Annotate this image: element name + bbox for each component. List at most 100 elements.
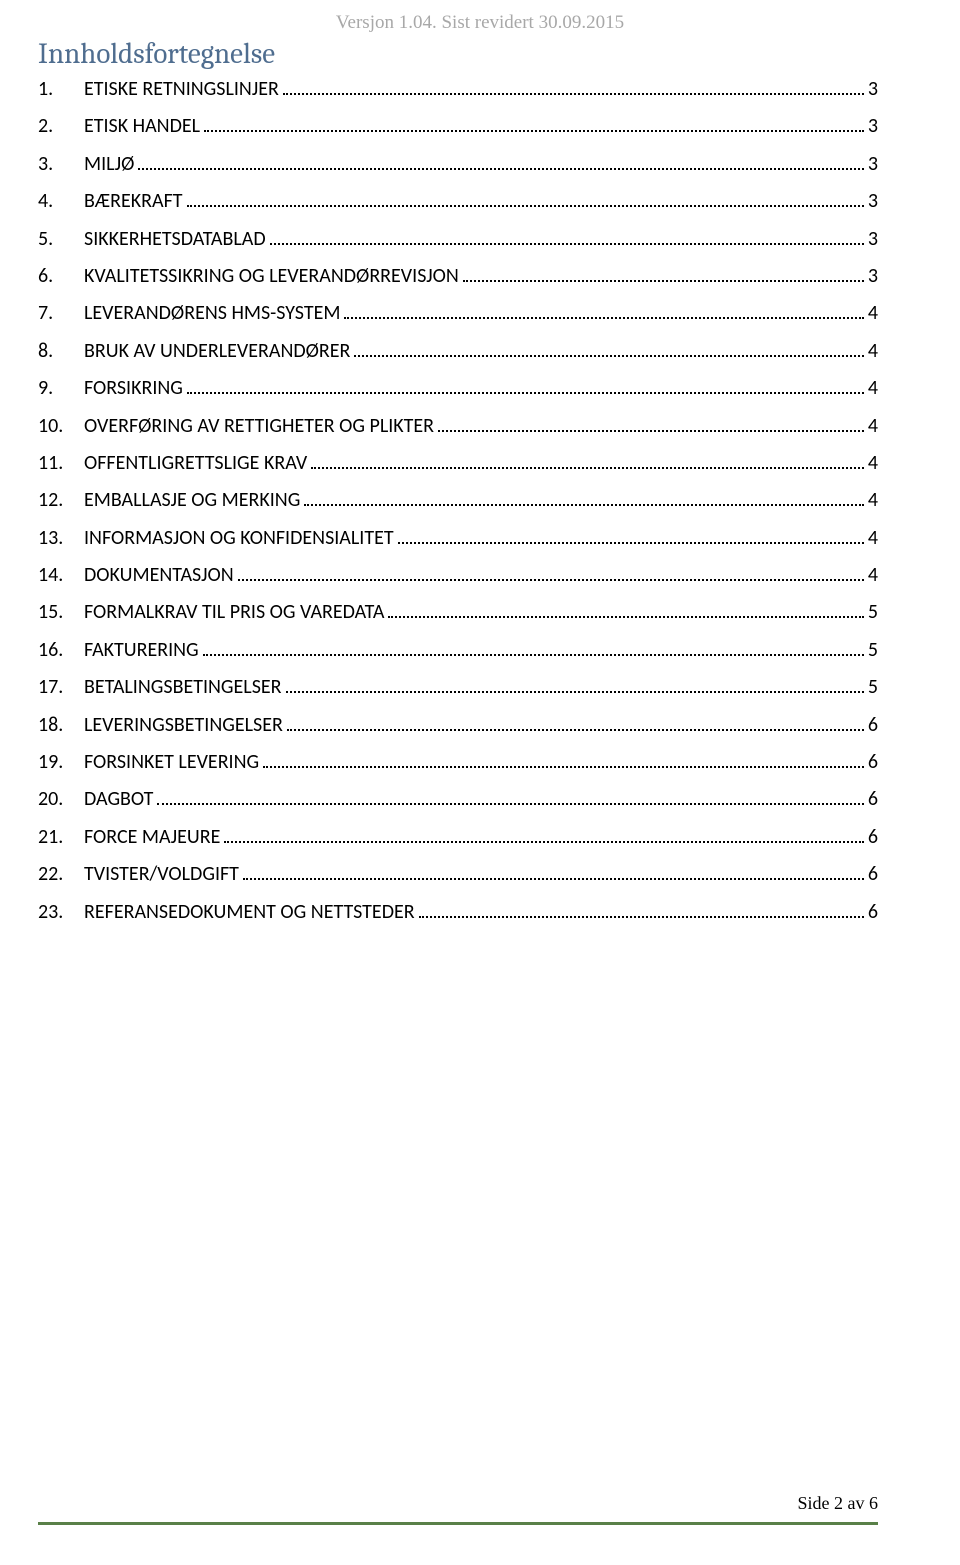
toc-item-label: TVISTER/VOLDGIFT	[84, 862, 239, 886]
toc-item-number: 13.	[38, 526, 84, 550]
toc-item[interactable]: 18.LEVERINGSBETINGELSER6	[38, 713, 878, 737]
toc-leader-dots	[344, 317, 863, 319]
toc-item-label: FORSINKET LEVERING	[84, 750, 259, 774]
toc-leader-dots	[187, 205, 864, 207]
toc-item-label: FORCE MAJEURE	[84, 825, 220, 849]
toc-item-label: MILJØ	[84, 152, 134, 176]
toc-leader-dots	[438, 430, 864, 432]
toc-item-label: BÆREKRAFT	[84, 189, 183, 213]
toc-item-number: 23.	[38, 900, 84, 924]
toc-item-page: 3	[868, 264, 878, 288]
toc-item-label: ETISK HANDEL	[84, 114, 200, 138]
toc-item-page: 3	[868, 77, 878, 101]
toc-item[interactable]: 15.FORMALKRAV TIL PRIS OG VAREDATA5	[38, 600, 878, 624]
toc-item[interactable]: 17.BETALINGSBETINGELSER5	[38, 675, 878, 699]
toc-item-page: 3	[868, 189, 878, 213]
toc-item-number: 7.	[38, 301, 84, 325]
toc-item-page: 5	[868, 600, 878, 624]
toc-item[interactable]: 4.BÆREKRAFT 3	[38, 189, 878, 213]
toc-item-page: 6	[868, 787, 878, 811]
toc-item[interactable]: 19.FORSINKET LEVERING 6	[38, 750, 878, 774]
toc-item-page: 4	[868, 451, 878, 475]
toc-item[interactable]: 21.FORCE MAJEURE 6	[38, 825, 878, 849]
toc-item[interactable]: 6.KVALITETSSIKRING OG LEVERANDØRREVISJON…	[38, 264, 878, 288]
toc-item-label: LEVERANDØRENS HMS-SYSTEM	[84, 301, 340, 325]
toc-item-page: 4	[868, 563, 878, 587]
toc-item[interactable]: 20.DAGBOT6	[38, 787, 878, 811]
toc-item-page: 6	[868, 825, 878, 849]
toc-item[interactable]: 16.FAKTURERING5	[38, 638, 878, 662]
toc-leader-dots	[204, 130, 864, 132]
toc-item-number: 19.	[38, 750, 84, 774]
toc-item-number: 8.	[38, 339, 84, 363]
toc-item-number: 9.	[38, 376, 84, 400]
toc-item-label: INFORMASJON OG KONFIDENSIALITET	[84, 526, 394, 550]
toc-item-number: 12.	[38, 488, 84, 512]
toc-leader-dots	[311, 467, 864, 469]
toc-item[interactable]: 7.LEVERANDØRENS HMS-SYSTEM 4	[38, 301, 878, 325]
toc-item[interactable]: 13.INFORMASJON OG KONFIDENSIALITET4	[38, 526, 878, 550]
toc-item[interactable]: 1.ETISKE RETNINGSLINJER3	[38, 77, 878, 101]
toc-item-number: 4.	[38, 189, 84, 213]
toc-item-label: EMBALLASJE OG MERKING	[84, 488, 300, 512]
toc-item-page: 3	[868, 152, 878, 176]
toc-item[interactable]: 23.REFERANSEDOKUMENT OG NETTSTEDER 6	[38, 900, 878, 924]
toc-leader-dots	[224, 841, 863, 843]
toc-item-number: 5.	[38, 227, 84, 251]
toc-item-page: 6	[868, 713, 878, 737]
toc-item[interactable]: 22.TVISTER/VOLDGIFT6	[38, 862, 878, 886]
toc-item-number: 1.	[38, 77, 84, 101]
toc-item-page: 6	[868, 862, 878, 886]
toc-title: Innholdsfortegnelse	[38, 38, 878, 71]
toc-leader-dots	[283, 93, 864, 95]
toc-item-label: OFFENTLIGRETTSLIGE KRAV	[84, 451, 307, 475]
toc-leader-dots	[203, 654, 864, 656]
toc-leader-dots	[243, 878, 864, 880]
toc-leader-dots	[263, 766, 864, 768]
toc-item-page: 5	[868, 638, 878, 662]
toc-item-page: 3	[868, 114, 878, 138]
toc-item-page: 6	[868, 750, 878, 774]
toc-leader-dots	[138, 168, 863, 170]
toc-item-number: 21.	[38, 825, 84, 849]
toc-leader-dots	[270, 243, 864, 245]
toc-item-label: KVALITETSSIKRING OG LEVERANDØRREVISJON	[84, 264, 459, 288]
toc-item-number: 10.	[38, 414, 84, 438]
toc-item-number: 2.	[38, 114, 84, 138]
toc-item-label: BETALINGSBETINGELSER	[84, 675, 282, 699]
toc-item-label: BRUK AV UNDERLEVERANDØRER	[84, 339, 350, 363]
toc-leader-dots	[388, 616, 863, 618]
footer-rule	[38, 1522, 878, 1525]
toc-item-number: 11.	[38, 451, 84, 475]
toc-leader-dots	[157, 803, 863, 805]
toc-item-label: DOKUMENTASJON	[84, 563, 234, 587]
toc-item-page: 3	[868, 227, 878, 251]
toc-item-label: LEVERINGSBETINGELSER	[84, 713, 283, 737]
toc-leader-dots	[238, 579, 864, 581]
toc-item-page: 6	[868, 900, 878, 924]
toc-item-label: OVERFØRING AV RETTIGHETER OG PLIKTER	[84, 414, 434, 438]
toc-item-number: 16.	[38, 638, 84, 662]
footer-page-number: Side 2 av 6	[38, 1493, 878, 1514]
toc-item[interactable]: 2.ETISK HANDEL 3	[38, 114, 878, 138]
toc-item[interactable]: 12.EMBALLASJE OG MERKING4	[38, 488, 878, 512]
toc-item[interactable]: 14.DOKUMENTASJON 4	[38, 563, 878, 587]
toc-leader-dots	[286, 691, 864, 693]
toc-item[interactable]: 10.OVERFØRING AV RETTIGHETER OG PLIKTER4	[38, 414, 878, 438]
toc-item[interactable]: 3.MILJØ 3	[38, 152, 878, 176]
toc-item[interactable]: 5.SIKKERHETSDATABLAD3	[38, 227, 878, 251]
toc-leader-dots	[304, 504, 864, 506]
toc-item-page: 4	[868, 301, 878, 325]
toc-item-number: 3.	[38, 152, 84, 176]
toc-leader-dots	[419, 916, 864, 918]
toc-leader-dots	[463, 280, 864, 282]
toc-item-number: 14.	[38, 563, 84, 587]
toc-list: 1.ETISKE RETNINGSLINJER32.ETISK HANDEL33…	[38, 77, 878, 924]
toc-item[interactable]: 11.OFFENTLIGRETTSLIGE KRAV 4	[38, 451, 878, 475]
toc-item-number: 17.	[38, 675, 84, 699]
toc-item[interactable]: 9.FORSIKRING4	[38, 376, 878, 400]
toc-item-label: REFERANSEDOKUMENT OG NETTSTEDER	[84, 900, 415, 924]
page-footer: Side 2 av 6	[38, 1493, 878, 1525]
toc-leader-dots	[287, 729, 864, 731]
toc-item[interactable]: 8.BRUK AV UNDERLEVERANDØRER4	[38, 339, 878, 363]
